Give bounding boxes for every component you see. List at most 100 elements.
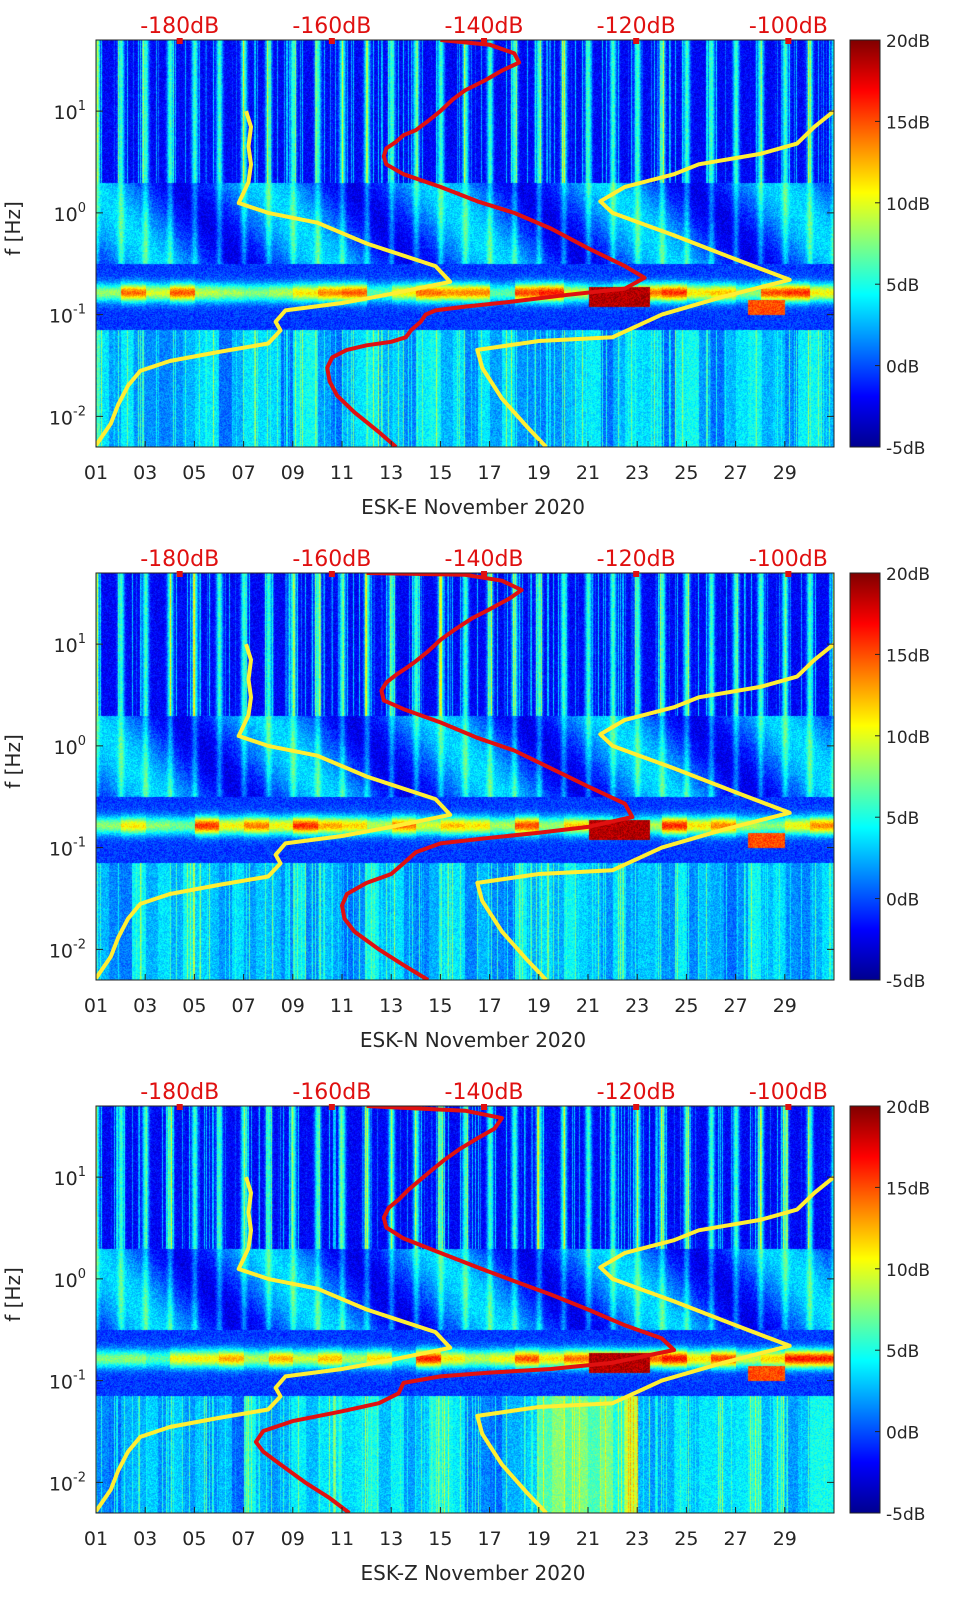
yellow-noise-curve bbox=[96, 1176, 453, 1513]
spectrogram-heatmap bbox=[96, 40, 834, 447]
x-tick-label: 05 bbox=[182, 462, 206, 484]
top-axis-db-label: -160dB bbox=[292, 14, 371, 39]
x-tick-label: 07 bbox=[232, 462, 256, 484]
x-tick-label: 07 bbox=[232, 1528, 256, 1550]
top-axis-db-label: -100dB bbox=[749, 1080, 828, 1105]
x-tick-label: 11 bbox=[330, 462, 354, 484]
y-tick-label: 10-1 bbox=[49, 836, 86, 861]
x-tick-label: 09 bbox=[281, 1528, 305, 1550]
top-axis-db-label: -100dB bbox=[749, 14, 828, 39]
x-tick-label: 29 bbox=[773, 1528, 797, 1550]
colorbar-tick-label: 5dB bbox=[886, 809, 919, 829]
colorbar-tick-label: 5dB bbox=[886, 276, 919, 296]
x-tick-label: 05 bbox=[182, 995, 206, 1017]
top-axis-tick bbox=[481, 38, 488, 44]
x-tick-label: 23 bbox=[625, 995, 649, 1017]
x-tick-label: 27 bbox=[724, 995, 748, 1017]
spectrogram-chart: 01 03 05 07 09 11 13 15 17 19 21 23 25 27 29 ESK-Z Nove… bbox=[1, 1080, 930, 1585]
colorbar-tick-label: 0dB bbox=[886, 891, 919, 911]
top-axis-db-label: -120dB bbox=[597, 1080, 676, 1105]
x-tick-label: 15 bbox=[428, 1528, 452, 1550]
colorbar-tick-label: -5dB bbox=[886, 972, 925, 992]
yellow-noise-curve bbox=[96, 643, 453, 980]
colorbar-tick-label: 0dB bbox=[886, 358, 919, 378]
x-tick-label: 23 bbox=[625, 1528, 649, 1550]
plot-frame bbox=[95, 39, 835, 448]
y-tick-label: 100 bbox=[54, 201, 86, 226]
top-axis-tick bbox=[176, 1104, 183, 1110]
red-reference-curve bbox=[253, 1106, 677, 1513]
y-tick-label: 10-2 bbox=[49, 937, 86, 962]
top-axis-db-label: -180dB bbox=[140, 547, 219, 572]
x-tick-label: 09 bbox=[281, 995, 305, 1017]
yellow-noise-curve bbox=[475, 109, 834, 447]
y-tick-label: 10-1 bbox=[49, 1369, 86, 1394]
x-tick-label: 27 bbox=[724, 1528, 748, 1550]
x-tick-label: 19 bbox=[527, 995, 551, 1017]
x-tick-label: 03 bbox=[133, 1528, 157, 1550]
top-axis-db-label: -160dB bbox=[292, 547, 371, 572]
x-tick-label: 25 bbox=[674, 1528, 698, 1550]
x-tick-label: 21 bbox=[576, 462, 600, 484]
panel-esk-z: 01 03 05 07 09 11 13 15 17 19 21 23 25 27 29 ESK-Z Nove… bbox=[0, 1066, 962, 1599]
x-axis-label: ESK-E November 2020 bbox=[361, 495, 585, 519]
x-tick-label: 17 bbox=[478, 1528, 502, 1550]
x-tick-label: 15 bbox=[428, 462, 452, 484]
spectrogram-heatmap bbox=[96, 573, 834, 980]
y-tick-label: 10-2 bbox=[49, 404, 86, 429]
yellow-noise-curve bbox=[475, 1175, 834, 1513]
x-tick-label: 23 bbox=[625, 462, 649, 484]
top-axis-tick bbox=[633, 1104, 640, 1110]
x-axis-label: ESK-Z November 2020 bbox=[361, 1561, 586, 1585]
x-tick-label: 01 bbox=[84, 462, 108, 484]
top-axis-tick bbox=[633, 571, 640, 577]
yellow-noise-curve bbox=[96, 110, 453, 447]
x-tick-label: 21 bbox=[576, 1528, 600, 1550]
red-reference-curve bbox=[325, 40, 647, 447]
plot-frame bbox=[95, 572, 835, 981]
top-axis-tick bbox=[785, 1104, 792, 1110]
x-tick-label: 19 bbox=[527, 462, 551, 484]
x-tick-label: 19 bbox=[527, 1528, 551, 1550]
top-axis-tick bbox=[328, 1104, 335, 1110]
colorbar-tick-label: 10dB bbox=[886, 1261, 930, 1281]
colorbar-tick-label: 10dB bbox=[886, 728, 930, 748]
x-tick-label: 29 bbox=[773, 462, 797, 484]
top-axis-tick bbox=[176, 38, 183, 44]
x-tick-label: 13 bbox=[379, 995, 403, 1017]
top-axis-db-label: -180dB bbox=[140, 1080, 219, 1105]
spectrogram-chart: 01 03 05 07 09 11 13 15 17 19 21 23 25 27 29 ESK-N Nove… bbox=[1, 547, 930, 1052]
top-axis-db-label: -160dB bbox=[292, 1080, 371, 1105]
x-tick-label: 01 bbox=[84, 1528, 108, 1550]
x-tick-label: 25 bbox=[674, 995, 698, 1017]
top-axis-tick bbox=[328, 38, 335, 44]
x-tick-label: 13 bbox=[379, 462, 403, 484]
x-tick-label: 29 bbox=[773, 995, 797, 1017]
y-tick-label: 10-2 bbox=[49, 1470, 86, 1495]
y-axis-label: f [Hz] bbox=[1, 201, 25, 256]
x-tick-label: 03 bbox=[133, 462, 157, 484]
panel-esk-n: 01 03 05 07 09 11 13 15 17 19 21 23 25 27 29 ESK-N Nove… bbox=[0, 533, 962, 1066]
top-axis-tick bbox=[328, 571, 335, 577]
top-axis-tick bbox=[785, 571, 792, 577]
x-tick-label: 07 bbox=[232, 995, 256, 1017]
red-reference-curve bbox=[340, 573, 635, 980]
x-tick-label: 15 bbox=[428, 995, 452, 1017]
colorbar-tick-label: 15dB bbox=[886, 113, 930, 133]
x-tick-label: 03 bbox=[133, 995, 157, 1017]
colorbar-tick-label: 5dB bbox=[886, 1342, 919, 1362]
spectrogram-heatmap bbox=[96, 1106, 834, 1513]
x-tick-label: 11 bbox=[330, 995, 354, 1017]
top-axis-db-label: -140dB bbox=[445, 1080, 524, 1105]
colorbar-tick-label: 20dB bbox=[886, 565, 930, 585]
colorbar-tick-label: -5dB bbox=[886, 439, 925, 459]
colorbar-tick-label: 15dB bbox=[886, 1179, 930, 1199]
y-tick-label: 101 bbox=[54, 1165, 86, 1190]
x-tick-label: 17 bbox=[478, 462, 502, 484]
top-axis-tick bbox=[481, 1104, 488, 1110]
top-axis-tick bbox=[176, 571, 183, 577]
x-tick-label: 01 bbox=[84, 995, 108, 1017]
y-tick-label: 10-1 bbox=[49, 303, 86, 328]
top-axis-db-label: -120dB bbox=[597, 547, 676, 572]
y-tick-label: 101 bbox=[54, 99, 86, 124]
